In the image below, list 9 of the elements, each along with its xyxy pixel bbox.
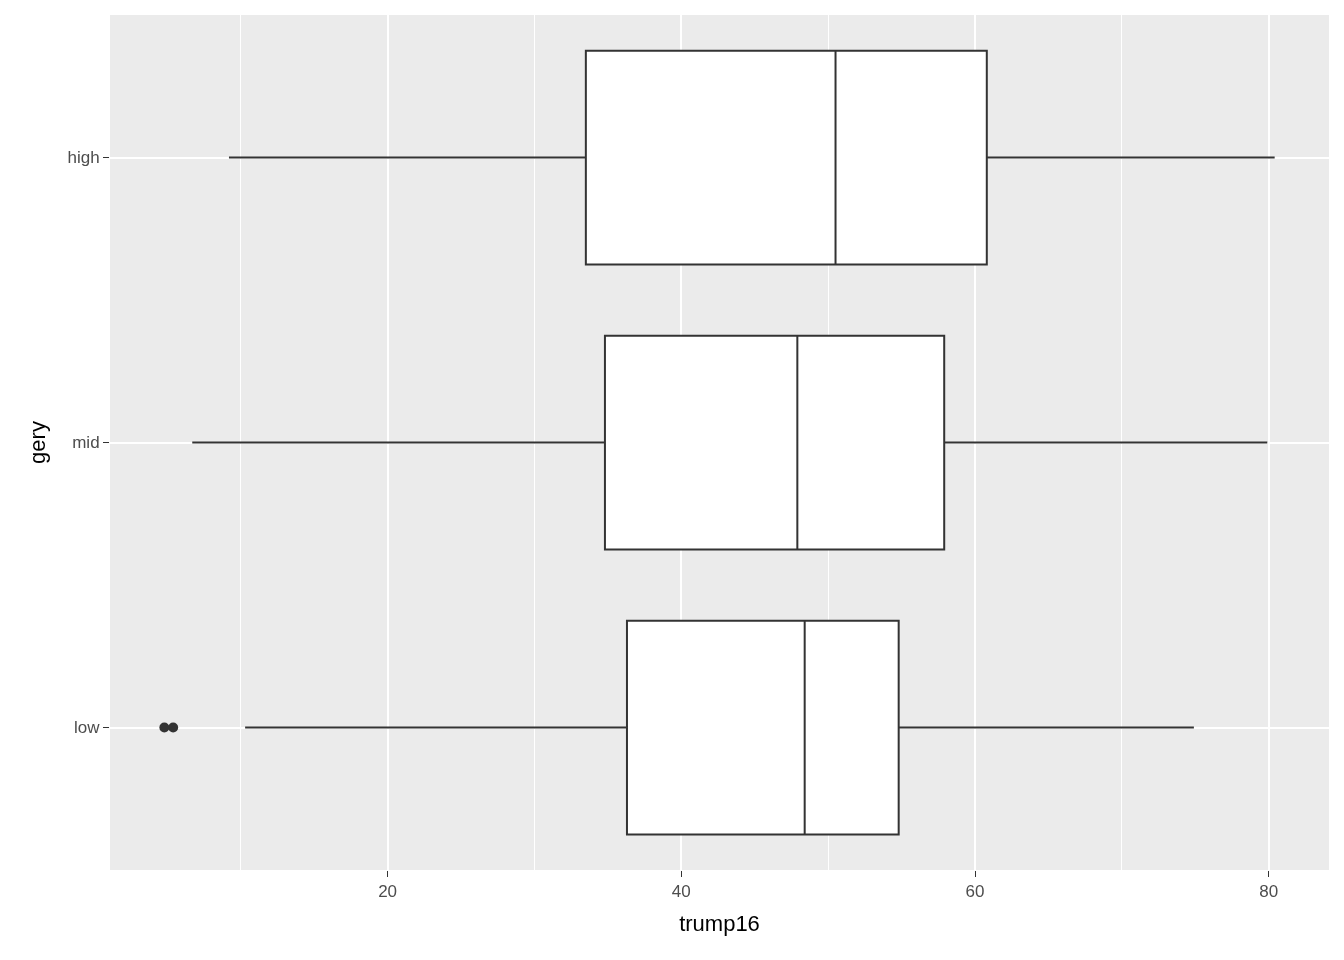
y-tick-label: low [74,718,101,738]
x-tick-label: 20 [378,882,398,902]
x-tick-label: 80 [1259,882,1279,902]
x-tick-label: 40 [671,882,691,902]
x-tick-label: 60 [965,882,985,902]
y-tick-label: mid [72,433,100,453]
y-tick-label: high [67,148,100,168]
x-axis-title: trump16 [679,911,760,937]
y-axis-title: gery [25,421,51,464]
